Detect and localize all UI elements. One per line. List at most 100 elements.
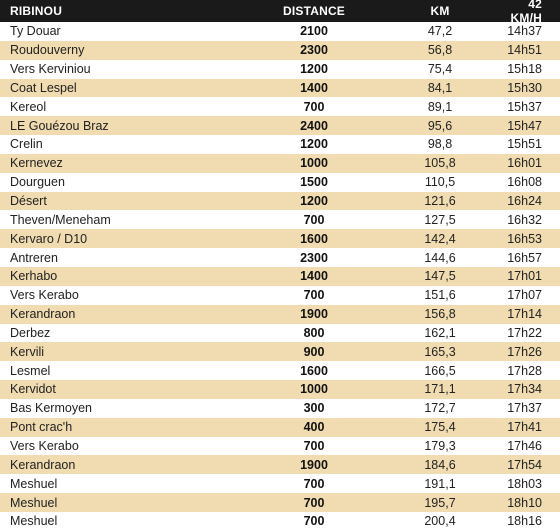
row-name: Kerhabo xyxy=(10,269,58,284)
row-distance: 700 xyxy=(303,495,325,510)
row-time: 18h03 xyxy=(507,476,542,491)
header-ribinou: RIBINOU xyxy=(10,4,63,18)
row-time: 17h34 xyxy=(507,382,542,397)
row-distance: 700 xyxy=(303,476,325,491)
row-distance: 1200 xyxy=(300,137,328,152)
row-distance: 1600 xyxy=(300,231,328,246)
row-distance: 2100 xyxy=(300,24,328,39)
row-km: 105,8 xyxy=(424,156,456,171)
row-name: Roudouverny xyxy=(10,43,85,58)
row-distance: 1000 xyxy=(300,382,328,397)
row-km: 75,4 xyxy=(427,62,453,77)
row-km: 95,6 xyxy=(427,118,453,133)
row-time: 16h32 xyxy=(507,212,542,227)
row-time: 15h37 xyxy=(507,99,542,114)
row-km: 195,7 xyxy=(424,495,456,510)
row-name: Antreren xyxy=(10,250,58,265)
table-row: Dourguen 1500 110,5 16h08 xyxy=(0,173,560,192)
table-row: Crelin 1200 98,8 15h51 xyxy=(0,135,560,154)
row-time: 17h07 xyxy=(507,288,542,303)
row-km: 121,6 xyxy=(424,194,456,209)
row-name: Kerandraon xyxy=(10,457,76,472)
table-header: RIBINOU DISTANCE KM 42 KM/H xyxy=(0,0,560,25)
row-km: 151,6 xyxy=(424,288,456,303)
table-row: Vers Kerabo 700 151,6 17h07 xyxy=(0,286,560,305)
table-row: Désert 1200 121,6 16h24 xyxy=(0,191,560,211)
row-distance: 700 xyxy=(303,212,325,227)
table-row: Kervidot 1000 171,1 17h34 xyxy=(0,380,560,399)
row-time: 18h10 xyxy=(507,495,542,510)
row-name: Lesmel xyxy=(10,363,51,378)
row-km: 200,4 xyxy=(424,514,456,529)
row-km: 172,7 xyxy=(424,401,456,416)
row-time: 16h08 xyxy=(507,175,542,190)
row-name: Kereol xyxy=(10,99,47,114)
table-row: Antreren 2300 144,6 16h57 xyxy=(0,248,560,267)
row-distance: 1400 xyxy=(300,80,328,95)
row-distance: 700 xyxy=(303,438,325,453)
header-time: 42 KM/H xyxy=(510,0,542,25)
table-row: Kerandraon 1900 184,6 17h54 xyxy=(0,455,560,475)
row-distance: 2300 xyxy=(300,43,328,58)
header-km: KM xyxy=(430,4,450,18)
row-km: 98,8 xyxy=(427,137,453,152)
row-time: 15h51 xyxy=(507,137,542,152)
row-name: Kernevez xyxy=(10,156,63,171)
row-km: 166,5 xyxy=(424,363,456,378)
table-row: Kerandraon 1900 156,8 17h14 xyxy=(0,304,560,324)
row-name: Dourguen xyxy=(10,175,65,190)
row-km: 175,4 xyxy=(424,420,456,435)
table-row: Meshuel 700 191,1 18h03 xyxy=(0,474,560,493)
row-km: 144,6 xyxy=(424,250,456,265)
row-time: 17h37 xyxy=(507,401,542,416)
row-distance: 700 xyxy=(303,99,325,114)
row-time: 16h57 xyxy=(507,250,542,265)
table-row: Vers Kerviniou 1200 75,4 15h18 xyxy=(0,60,560,79)
table-row: Theven/Meneham 700 127,5 16h32 xyxy=(0,210,560,229)
row-name: Bas Kermoyen xyxy=(10,401,92,416)
row-time: 16h24 xyxy=(507,194,542,209)
row-name: Kervidot xyxy=(10,382,56,397)
row-distance: 900 xyxy=(303,344,325,359)
row-km: 127,5 xyxy=(424,212,456,227)
row-name: Vers Kerviniou xyxy=(10,62,91,77)
table-row: Derbez 800 162,1 17h22 xyxy=(0,324,560,343)
row-distance: 700 xyxy=(303,514,325,529)
row-time: 15h30 xyxy=(507,80,542,95)
row-time: 14h51 xyxy=(507,43,542,58)
table-row: Lesmel 1600 166,5 17h28 xyxy=(0,361,560,380)
row-time: 17h28 xyxy=(507,363,542,378)
row-name: Meshuel xyxy=(10,495,58,510)
row-km: 171,1 xyxy=(424,382,456,397)
row-time: 18h16 xyxy=(507,514,542,529)
row-distance: 1200 xyxy=(300,194,328,209)
row-distance: 1900 xyxy=(300,307,328,322)
row-name: Crelin xyxy=(10,137,43,152)
row-name: Kervaro / D10 xyxy=(10,231,88,246)
table-row: Meshuel 700 200,4 18h16 xyxy=(0,512,560,531)
row-distance: 700 xyxy=(303,288,325,303)
row-name: Pont crac'h xyxy=(10,420,73,435)
row-name: Meshuel xyxy=(10,514,58,529)
row-name: Désert xyxy=(10,194,47,209)
row-name: Kervili xyxy=(10,344,45,359)
row-km: 162,1 xyxy=(424,325,456,340)
row-name: Vers Kerabo xyxy=(10,438,79,453)
row-distance: 1200 xyxy=(300,62,328,77)
row-time: 15h18 xyxy=(507,62,542,77)
row-km: 47,2 xyxy=(427,24,453,39)
row-distance: 800 xyxy=(303,325,325,340)
table-row: LE Gouézou Braz 2400 95,6 15h47 xyxy=(0,116,560,136)
row-time: 16h53 xyxy=(507,231,542,246)
table-row: Kernevez 1000 105,8 16h01 xyxy=(0,153,560,173)
row-km: 184,6 xyxy=(424,457,456,472)
row-km: 142,4 xyxy=(424,231,456,246)
row-time: 17h54 xyxy=(507,457,542,472)
row-name: LE Gouézou Braz xyxy=(10,118,109,133)
table-row: Kervili 900 165,3 17h26 xyxy=(0,342,560,362)
row-distance: 400 xyxy=(303,420,325,435)
row-km: 156,8 xyxy=(424,307,456,322)
row-name: Ty Douar xyxy=(10,24,61,39)
row-time: 17h26 xyxy=(507,344,542,359)
row-distance: 2400 xyxy=(300,118,328,133)
